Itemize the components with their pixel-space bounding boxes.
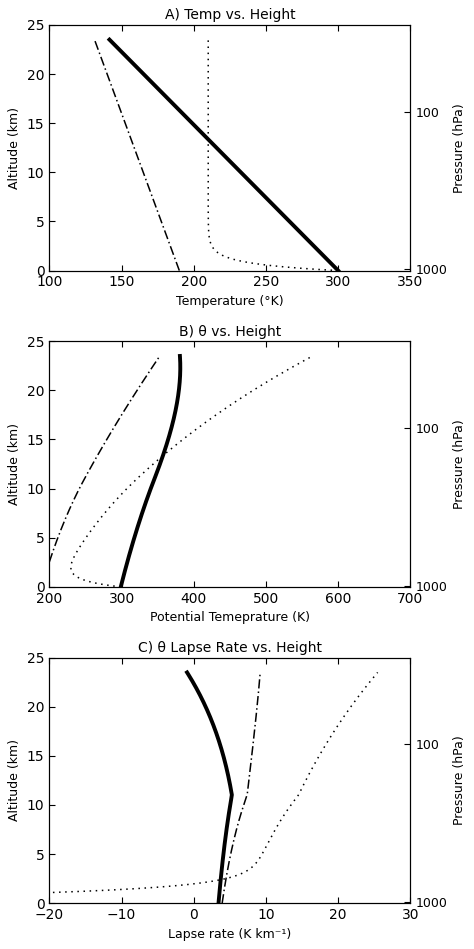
Y-axis label: Pressure (hPa): Pressure (hPa) [453, 419, 465, 509]
Y-axis label: Pressure (hPa): Pressure (hPa) [453, 102, 465, 193]
Title: B) θ vs. Height: B) θ vs. Height [179, 325, 281, 339]
Y-axis label: Pressure (hPa): Pressure (hPa) [453, 735, 465, 826]
X-axis label: Lapse rate (K km⁻¹): Lapse rate (K km⁻¹) [168, 928, 292, 940]
Title: A) Temp vs. Height: A) Temp vs. Height [164, 9, 295, 23]
Title: C) θ Lapse Rate vs. Height: C) θ Lapse Rate vs. Height [138, 641, 322, 655]
Y-axis label: Altitude (km): Altitude (km) [9, 739, 21, 822]
Y-axis label: Altitude (km): Altitude (km) [9, 106, 21, 189]
Y-axis label: Altitude (km): Altitude (km) [9, 423, 21, 505]
X-axis label: Potential Temeprature (K): Potential Temeprature (K) [150, 611, 310, 624]
X-axis label: Temperature (°K): Temperature (°K) [176, 295, 283, 308]
